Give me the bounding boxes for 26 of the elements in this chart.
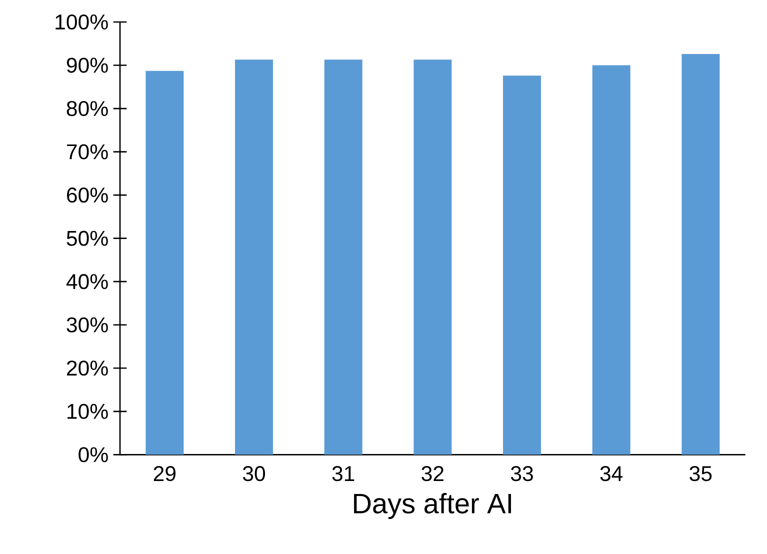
x-tick-label: 34 bbox=[600, 466, 623, 482]
bar bbox=[324, 60, 362, 455]
y-tick-label: 10% bbox=[68, 404, 108, 419]
y-tick-label: 90% bbox=[66, 58, 108, 73]
x-axis-title: Days after AI bbox=[354, 492, 511, 520]
bar bbox=[235, 60, 274, 455]
y-tick-label: 40% bbox=[66, 274, 108, 290]
bar bbox=[503, 76, 542, 455]
bar bbox=[414, 60, 452, 455]
y-tick-label: 30% bbox=[66, 317, 108, 332]
bar bbox=[592, 65, 630, 455]
x-tick-label: 33 bbox=[510, 466, 533, 482]
y-tick-label: 50% bbox=[66, 230, 108, 246]
bar bbox=[682, 54, 720, 455]
bar bbox=[146, 70, 184, 455]
x-tick-label: 31 bbox=[332, 466, 354, 482]
y-tick-label: 80% bbox=[66, 100, 108, 116]
y-tick-label: 100% bbox=[56, 14, 108, 30]
y-tick-label: 20% bbox=[66, 360, 108, 376]
x-tick-label: 32 bbox=[422, 466, 444, 482]
y-tick-label: 70% bbox=[67, 144, 108, 160]
y-tick-label: 0% bbox=[78, 447, 108, 462]
x-tick-label: 35 bbox=[690, 466, 712, 482]
y-tick-label: 60% bbox=[67, 188, 108, 203]
x-tick-label: 29 bbox=[154, 466, 176, 482]
x-tick-label: 30 bbox=[242, 466, 266, 482]
